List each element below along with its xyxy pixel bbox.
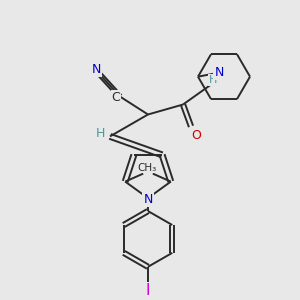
Text: N: N: [143, 193, 153, 206]
Text: CH₃: CH₃: [137, 163, 157, 173]
Text: H: H: [95, 127, 105, 140]
Text: I: I: [146, 283, 150, 298]
Text: C: C: [112, 91, 120, 104]
Text: N: N: [214, 66, 224, 79]
Text: N: N: [91, 63, 101, 76]
Text: CH₃: CH₃: [139, 163, 158, 173]
Text: H: H: [209, 75, 217, 85]
Text: O: O: [191, 129, 201, 142]
